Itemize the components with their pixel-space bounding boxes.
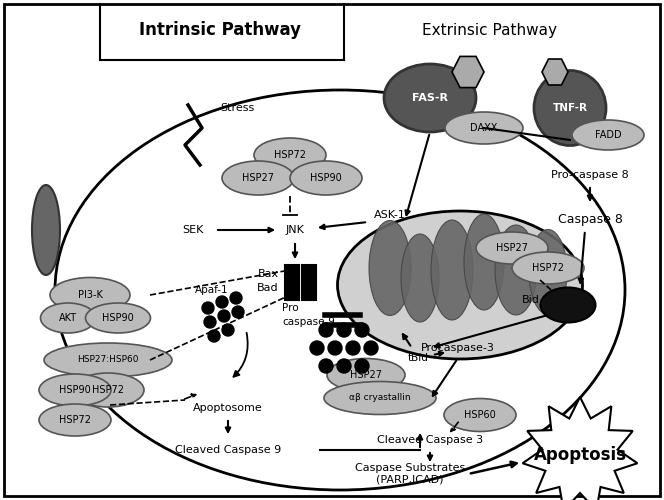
Circle shape bbox=[364, 341, 378, 355]
Text: HSP90: HSP90 bbox=[102, 313, 134, 323]
Ellipse shape bbox=[464, 214, 504, 310]
Text: HSP72: HSP72 bbox=[274, 150, 306, 160]
Ellipse shape bbox=[39, 374, 111, 406]
Text: ASK-1: ASK-1 bbox=[374, 210, 406, 220]
Ellipse shape bbox=[401, 234, 439, 322]
Text: Apoptosome: Apoptosome bbox=[193, 403, 263, 413]
Ellipse shape bbox=[44, 343, 172, 377]
Text: Apoptosis: Apoptosis bbox=[533, 446, 627, 464]
Circle shape bbox=[204, 316, 216, 328]
Ellipse shape bbox=[431, 220, 473, 320]
Text: Stress: Stress bbox=[220, 103, 254, 113]
Circle shape bbox=[346, 341, 360, 355]
Polygon shape bbox=[452, 56, 484, 88]
Ellipse shape bbox=[476, 232, 548, 264]
Text: HSP27:HSP60: HSP27:HSP60 bbox=[77, 356, 139, 364]
Ellipse shape bbox=[222, 161, 294, 195]
Ellipse shape bbox=[445, 112, 523, 144]
Bar bbox=[285, 265, 299, 300]
Text: αβ cryastallin: αβ cryastallin bbox=[349, 394, 411, 402]
Circle shape bbox=[337, 323, 351, 337]
Circle shape bbox=[202, 302, 214, 314]
Ellipse shape bbox=[540, 288, 596, 322]
Text: HSP27: HSP27 bbox=[242, 173, 274, 183]
Text: caspase-9: caspase-9 bbox=[282, 317, 335, 327]
Circle shape bbox=[319, 359, 333, 373]
Ellipse shape bbox=[529, 230, 567, 314]
Ellipse shape bbox=[495, 225, 537, 315]
Text: HSP90: HSP90 bbox=[59, 385, 91, 395]
Circle shape bbox=[222, 324, 234, 336]
Ellipse shape bbox=[32, 185, 60, 275]
Bar bbox=[302, 265, 316, 300]
Text: Pro: Pro bbox=[282, 303, 299, 313]
Text: HSP90: HSP90 bbox=[310, 173, 342, 183]
Text: Caspase 8: Caspase 8 bbox=[558, 214, 622, 226]
Text: Cleaved Caspase 9: Cleaved Caspase 9 bbox=[175, 445, 281, 455]
Ellipse shape bbox=[337, 211, 582, 359]
Text: HSP72: HSP72 bbox=[532, 263, 564, 273]
Ellipse shape bbox=[512, 252, 584, 284]
Ellipse shape bbox=[86, 303, 151, 333]
Polygon shape bbox=[523, 397, 637, 500]
Circle shape bbox=[218, 310, 230, 322]
Text: FAS-R: FAS-R bbox=[412, 93, 448, 103]
Text: HSP27: HSP27 bbox=[496, 243, 528, 253]
Ellipse shape bbox=[39, 404, 111, 436]
Circle shape bbox=[310, 341, 324, 355]
Text: Bid: Bid bbox=[522, 295, 540, 305]
Text: AKT: AKT bbox=[59, 313, 77, 323]
Circle shape bbox=[216, 296, 228, 308]
Ellipse shape bbox=[327, 358, 405, 392]
Ellipse shape bbox=[254, 138, 326, 172]
Text: Caspase Substrates
(PARP,ICAD): Caspase Substrates (PARP,ICAD) bbox=[355, 463, 465, 485]
Ellipse shape bbox=[444, 398, 516, 432]
Text: Bax: Bax bbox=[258, 269, 279, 279]
Text: Bad: Bad bbox=[257, 283, 279, 293]
Text: Pro-caspase 8: Pro-caspase 8 bbox=[551, 170, 629, 180]
Text: Apaf-1: Apaf-1 bbox=[195, 285, 228, 295]
Ellipse shape bbox=[50, 278, 130, 312]
Polygon shape bbox=[542, 59, 568, 85]
Circle shape bbox=[232, 306, 244, 318]
Circle shape bbox=[355, 359, 369, 373]
Ellipse shape bbox=[72, 373, 144, 407]
Circle shape bbox=[230, 292, 242, 304]
Text: FADD: FADD bbox=[595, 130, 622, 140]
Text: TNF-R: TNF-R bbox=[552, 103, 588, 113]
Text: Procaspase-3: Procaspase-3 bbox=[421, 343, 495, 353]
Text: JNK: JNK bbox=[286, 225, 304, 235]
Text: HSP27: HSP27 bbox=[350, 370, 382, 380]
Text: DAXX: DAXX bbox=[470, 123, 498, 133]
Circle shape bbox=[319, 323, 333, 337]
Ellipse shape bbox=[534, 70, 606, 146]
Circle shape bbox=[328, 341, 342, 355]
Ellipse shape bbox=[384, 64, 476, 132]
Ellipse shape bbox=[41, 303, 96, 333]
Text: tBid: tBid bbox=[408, 353, 428, 363]
Circle shape bbox=[337, 359, 351, 373]
Text: Intrinsic Pathway: Intrinsic Pathway bbox=[139, 21, 301, 39]
Circle shape bbox=[208, 330, 220, 342]
Text: HSP72: HSP72 bbox=[59, 415, 91, 425]
Text: SEK: SEK bbox=[183, 225, 204, 235]
Ellipse shape bbox=[369, 220, 411, 316]
Text: Extrinsic Pathway: Extrinsic Pathway bbox=[422, 22, 558, 38]
Text: HSP72: HSP72 bbox=[92, 385, 124, 395]
Ellipse shape bbox=[572, 120, 644, 150]
Text: HSP60: HSP60 bbox=[464, 410, 496, 420]
Text: Cleaved Caspase 3: Cleaved Caspase 3 bbox=[377, 435, 483, 445]
Circle shape bbox=[355, 323, 369, 337]
Ellipse shape bbox=[324, 382, 436, 414]
Ellipse shape bbox=[290, 161, 362, 195]
Text: PI3-K: PI3-K bbox=[78, 290, 102, 300]
